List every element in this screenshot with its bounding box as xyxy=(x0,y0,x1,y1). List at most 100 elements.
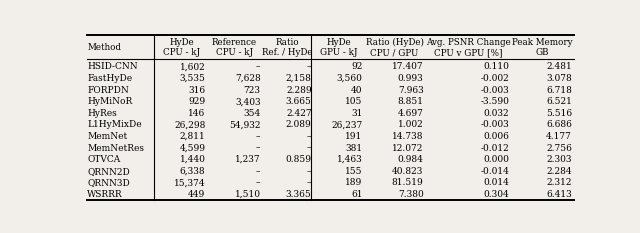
Text: FastHyDe: FastHyDe xyxy=(88,74,132,83)
Text: QRNN2D: QRNN2D xyxy=(88,167,130,176)
Text: -0.014: -0.014 xyxy=(481,167,509,176)
Text: 3,560: 3,560 xyxy=(337,74,363,83)
Text: –: – xyxy=(256,144,260,153)
Text: -3.590: -3.590 xyxy=(481,97,509,106)
Text: 1,602: 1,602 xyxy=(180,62,205,72)
Text: 381: 381 xyxy=(346,144,363,153)
Text: –: – xyxy=(307,132,312,141)
Text: FORPDN: FORPDN xyxy=(88,86,129,95)
Text: 0.859: 0.859 xyxy=(285,155,312,164)
Text: 2.284: 2.284 xyxy=(547,167,572,176)
Text: –: – xyxy=(307,178,312,187)
Text: 1,237: 1,237 xyxy=(235,155,260,164)
Text: 5.516: 5.516 xyxy=(546,109,572,118)
Text: -0.003: -0.003 xyxy=(481,120,509,129)
Text: 26,237: 26,237 xyxy=(332,120,363,129)
Text: 105: 105 xyxy=(345,97,363,106)
Text: HSID-CNN: HSID-CNN xyxy=(88,62,138,72)
Text: 2.756: 2.756 xyxy=(546,144,572,153)
Text: HyDe
GPU - kJ: HyDe GPU - kJ xyxy=(320,38,357,57)
Text: 723: 723 xyxy=(244,86,260,95)
Text: –: – xyxy=(307,144,312,153)
Text: -0.003: -0.003 xyxy=(481,86,509,95)
Text: 1,463: 1,463 xyxy=(337,155,363,164)
Text: 7.963: 7.963 xyxy=(398,86,424,95)
Text: 2.089: 2.089 xyxy=(286,120,312,129)
Text: 2.289: 2.289 xyxy=(286,86,312,95)
Text: 4.177: 4.177 xyxy=(546,132,572,141)
Text: 6.521: 6.521 xyxy=(546,97,572,106)
Text: 7.380: 7.380 xyxy=(398,190,424,199)
Text: 81.519: 81.519 xyxy=(392,178,424,187)
Text: Avg. PSNR Change
CPU v GPU [%]: Avg. PSNR Change CPU v GPU [%] xyxy=(426,38,510,57)
Text: Ratio
Ref. / HyDe: Ratio Ref. / HyDe xyxy=(262,38,313,57)
Text: 6.686: 6.686 xyxy=(546,120,572,129)
Text: 4,599: 4,599 xyxy=(179,144,205,153)
Text: 146: 146 xyxy=(188,109,205,118)
Text: Reference
CPU - kJ: Reference CPU - kJ xyxy=(212,38,257,57)
Text: 0.984: 0.984 xyxy=(397,155,424,164)
Text: L1HyMixDe: L1HyMixDe xyxy=(88,120,142,129)
Text: 0.006: 0.006 xyxy=(483,132,509,141)
Text: 61: 61 xyxy=(351,190,363,199)
Text: 0.993: 0.993 xyxy=(398,74,424,83)
Text: 2.312: 2.312 xyxy=(547,178,572,187)
Text: –: – xyxy=(256,167,260,176)
Text: HyRes: HyRes xyxy=(88,109,117,118)
Text: 12.072: 12.072 xyxy=(392,144,424,153)
Text: 7,628: 7,628 xyxy=(235,74,260,83)
Text: 26,298: 26,298 xyxy=(174,120,205,129)
Text: 31: 31 xyxy=(351,109,363,118)
Text: 0.000: 0.000 xyxy=(483,155,509,164)
Text: 8.851: 8.851 xyxy=(397,97,424,106)
Text: 92: 92 xyxy=(351,62,363,72)
Text: 3.665: 3.665 xyxy=(285,97,312,106)
Text: 3,535: 3,535 xyxy=(180,74,205,83)
Text: 0.014: 0.014 xyxy=(483,178,509,187)
Text: -0.002: -0.002 xyxy=(481,74,509,83)
Text: WSRRR: WSRRR xyxy=(88,190,123,199)
Text: 449: 449 xyxy=(188,190,205,199)
Text: 155: 155 xyxy=(345,167,363,176)
Text: 4.697: 4.697 xyxy=(397,109,424,118)
Text: -0.012: -0.012 xyxy=(481,144,509,153)
Text: 3,403: 3,403 xyxy=(235,97,260,106)
Text: 191: 191 xyxy=(346,132,363,141)
Text: OTVCA: OTVCA xyxy=(88,155,121,164)
Text: 1,440: 1,440 xyxy=(180,155,205,164)
Text: 54,932: 54,932 xyxy=(229,120,260,129)
Text: 17.407: 17.407 xyxy=(392,62,424,72)
Text: HyMiNoR: HyMiNoR xyxy=(88,97,132,106)
Text: –: – xyxy=(256,62,260,72)
Text: 1,510: 1,510 xyxy=(234,190,260,199)
Text: –: – xyxy=(256,178,260,187)
Text: 40.823: 40.823 xyxy=(392,167,424,176)
Text: 354: 354 xyxy=(243,109,260,118)
Text: Method: Method xyxy=(88,43,122,52)
Text: 15,374: 15,374 xyxy=(174,178,205,187)
Text: 6.718: 6.718 xyxy=(546,86,572,95)
Text: 6.413: 6.413 xyxy=(547,190,572,199)
Text: 1.002: 1.002 xyxy=(398,120,424,129)
Text: 0.110: 0.110 xyxy=(483,62,509,72)
Text: 2,811: 2,811 xyxy=(180,132,205,141)
Text: Peak Memory
GB: Peak Memory GB xyxy=(512,38,573,57)
Text: 3.365: 3.365 xyxy=(286,190,312,199)
Text: 14.738: 14.738 xyxy=(392,132,424,141)
Text: MemNet: MemNet xyxy=(88,132,128,141)
Text: 2.303: 2.303 xyxy=(547,155,572,164)
Text: –: – xyxy=(307,62,312,72)
Text: 2.427: 2.427 xyxy=(286,109,312,118)
Text: 929: 929 xyxy=(188,97,205,106)
Text: 2,158: 2,158 xyxy=(285,74,312,83)
Text: 316: 316 xyxy=(188,86,205,95)
Text: 0.304: 0.304 xyxy=(484,190,509,199)
Text: –: – xyxy=(256,132,260,141)
Text: 189: 189 xyxy=(346,178,363,187)
Text: –: – xyxy=(307,167,312,176)
Text: 3.078: 3.078 xyxy=(547,74,572,83)
Text: HyDe
CPU - kJ: HyDe CPU - kJ xyxy=(163,38,200,57)
Text: 6,338: 6,338 xyxy=(180,167,205,176)
Text: Ratio (HyDe)
CPU / GPU: Ratio (HyDe) CPU / GPU xyxy=(365,38,424,57)
Text: 40: 40 xyxy=(351,86,363,95)
